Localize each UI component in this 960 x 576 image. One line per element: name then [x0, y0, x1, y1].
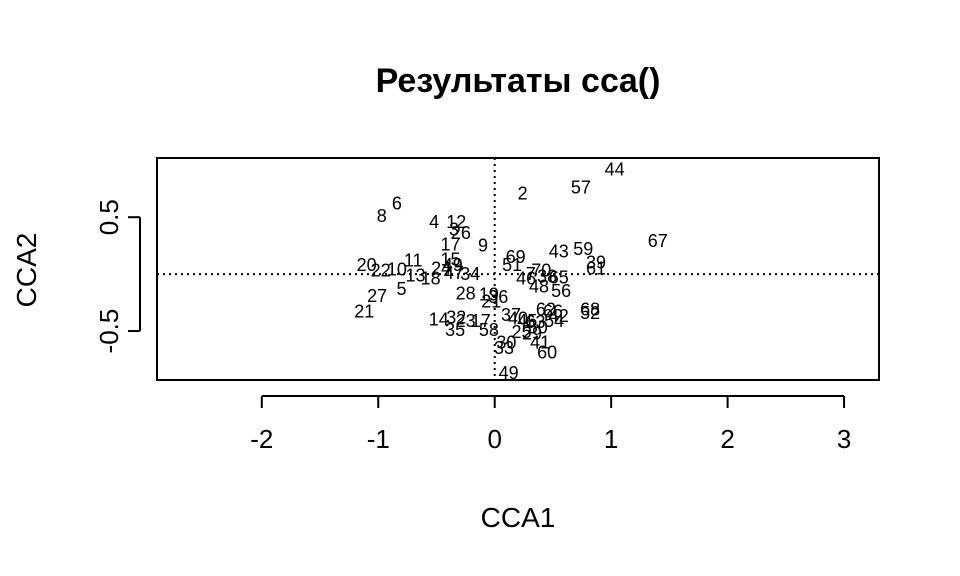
reference-lines: [157, 158, 879, 380]
point-label-36: 36: [488, 287, 508, 307]
point-label-2: 2: [518, 183, 528, 203]
point-label-59: 59: [573, 239, 593, 259]
point-label-67: 67: [648, 231, 668, 251]
x-tick-label: -2: [250, 424, 273, 454]
point-label-5: 5: [397, 279, 407, 299]
point-label-29: 29: [522, 323, 542, 343]
x-tick-label: 1: [604, 424, 618, 454]
point-label-42: 42: [549, 306, 569, 326]
point-label-30: 30: [496, 332, 516, 352]
point-label-21: 21: [481, 291, 501, 311]
chart-title: Результаты cca(): [376, 62, 661, 100]
point-label-62: 62: [536, 299, 556, 319]
point-label-7: 7: [526, 264, 536, 284]
point-label-43: 43: [549, 241, 569, 261]
point-label-52: 52: [580, 303, 600, 323]
point-label-24: 24: [431, 258, 451, 278]
x-tick-label: -1: [367, 424, 390, 454]
point-label-58: 58: [479, 320, 499, 340]
point-label-46: 46: [516, 269, 536, 289]
point-label-27: 27: [367, 286, 387, 306]
point-label-14: 14: [429, 310, 449, 330]
point-label-6: 6: [392, 194, 402, 214]
point-label-20: 20: [357, 255, 377, 275]
point-label-68: 68: [580, 299, 600, 319]
plot-frame: [156, 157, 880, 381]
point-label-54: 54: [544, 311, 564, 331]
point-label-8: 8: [377, 206, 387, 226]
point-label-49: 49: [499, 363, 519, 383]
point-label-41: 41: [530, 332, 550, 352]
y-axis-label: CCA2: [11, 233, 42, 308]
point-label-33: 33: [494, 338, 514, 358]
point-label-47: 47: [444, 263, 464, 283]
point-label-9: 9: [478, 236, 488, 256]
point-label-60: 60: [537, 343, 557, 363]
x-tick-label: 0: [487, 424, 501, 454]
point-label-22: 22: [371, 261, 391, 281]
x-axis-label: CCA1: [481, 502, 556, 533]
point-label-32: 32: [446, 307, 466, 327]
point-label-13: 13: [406, 265, 426, 285]
point-label-34: 34: [460, 264, 480, 284]
point-label-12: 12: [446, 212, 466, 232]
point-label-35: 35: [445, 320, 465, 340]
point-label-69: 69: [506, 247, 526, 267]
point-label-15: 15: [440, 249, 460, 269]
x-tick-label: 3: [837, 424, 851, 454]
point-label-25: 25: [511, 322, 531, 342]
point-label-23: 23: [456, 311, 476, 331]
x-axis: -2 -1 0 1 2 3: [250, 395, 851, 454]
y-tick-label: 0.5: [94, 199, 124, 235]
point-label-4: 4: [429, 212, 439, 232]
point-label-65: 65: [549, 268, 569, 288]
point-label-45: 45: [517, 311, 537, 331]
y-axis: -0.5 0.5: [94, 199, 141, 354]
point-label-21: 21: [354, 302, 374, 322]
point-label-63: 63: [525, 312, 545, 332]
point-label-49: 49: [443, 255, 463, 275]
point-label-51: 51: [502, 255, 522, 275]
point-label-3: 3: [449, 220, 459, 240]
point-label-19: 19: [479, 285, 499, 305]
point-label-44: 44: [605, 159, 625, 179]
point-label-38: 38: [537, 266, 557, 286]
point-label-18: 18: [421, 269, 441, 289]
y-tick-label: -0.5: [94, 309, 124, 354]
point-label-17: 17: [440, 235, 460, 255]
point-label-39: 39: [586, 253, 606, 273]
point-label-37: 37: [501, 305, 521, 325]
point-label-17: 17: [471, 311, 491, 331]
point-label-57: 57: [571, 178, 591, 198]
point-label-10: 10: [387, 260, 407, 280]
point-label-66: 66: [543, 302, 563, 322]
point-label-48: 48: [529, 277, 549, 297]
point-label-50: 50: [528, 318, 548, 338]
x-tick-label: 2: [720, 424, 734, 454]
point-label-70: 70: [531, 261, 551, 281]
point-label-11: 11: [404, 250, 423, 270]
point-label-61: 61: [586, 258, 606, 278]
point-label-40: 40: [508, 309, 528, 329]
point-label-56: 56: [551, 281, 571, 301]
point-label-28: 28: [456, 283, 476, 303]
point-label-26: 26: [451, 223, 471, 243]
